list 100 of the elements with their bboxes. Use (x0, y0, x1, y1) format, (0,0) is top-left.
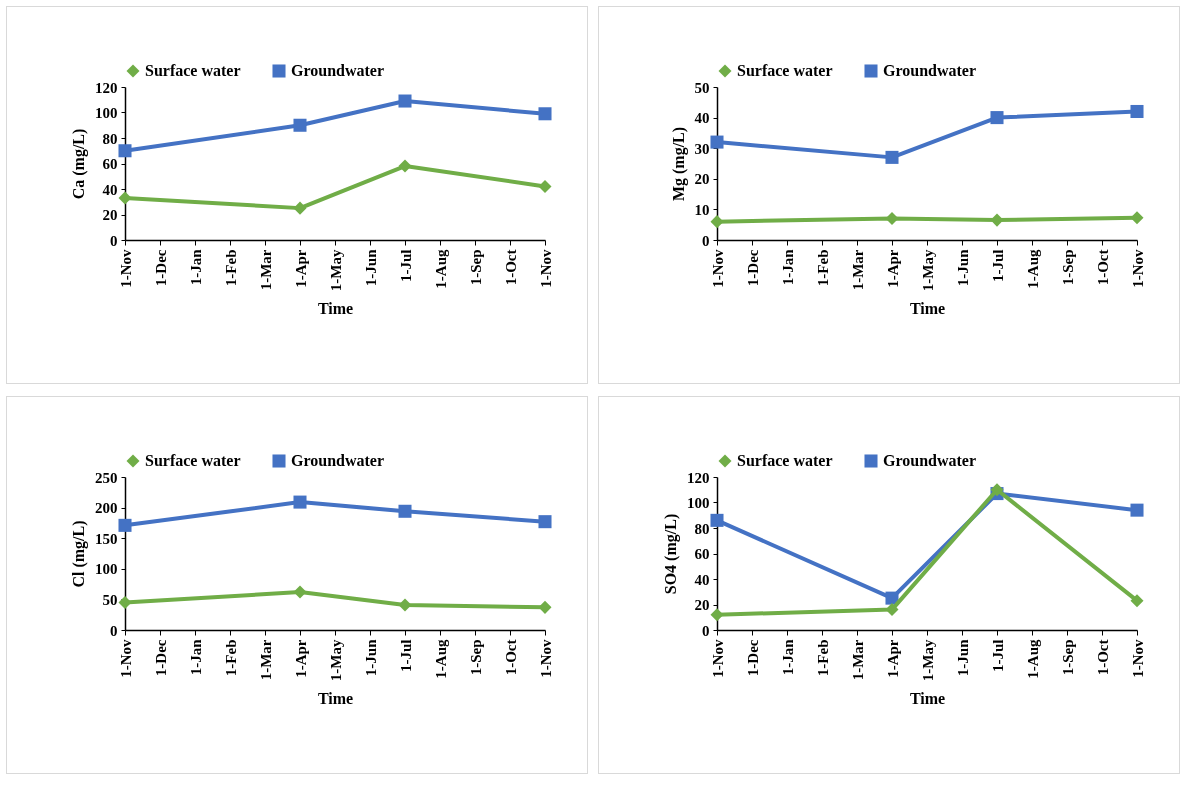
x-tick-label: 1-Jan (187, 248, 204, 286)
y-tick-label: 0 (110, 232, 118, 249)
y-tick-label: 100 (95, 561, 118, 578)
point (293, 495, 307, 509)
x-tick-label: 1-Mar (849, 249, 866, 291)
x-tick-label: 1-Feb (814, 639, 831, 677)
point (118, 144, 132, 158)
x-tick-label: 1-Aug (1024, 249, 1041, 289)
point (885, 150, 899, 164)
x-tick-label: 1-Nov (709, 639, 726, 678)
x-axis-title: Time (909, 300, 946, 318)
y-axis-title: Ca (mg/L) (70, 128, 88, 200)
point (1130, 104, 1144, 118)
x-tick-label: 1-Jun (954, 638, 971, 677)
x-tick-label: 1-Nov (537, 249, 554, 288)
legend-label: Groundwater (291, 62, 385, 79)
y-tick-label: 120 (687, 469, 710, 486)
legend-label: Surface water (737, 62, 833, 79)
x-tick-label: 1-Jun (362, 638, 379, 677)
legend-label: Groundwater (883, 62, 977, 79)
x-tick-label: 1-Nov (117, 639, 134, 678)
legend-label: Surface water (145, 62, 241, 79)
x-tick-label: 1-Dec (744, 249, 761, 287)
x-tick-label: 1-Jul (397, 639, 414, 673)
point (990, 483, 1004, 497)
y-tick-label: 10 (694, 201, 710, 218)
x-tick-label: 1-May (919, 639, 936, 682)
x-tick-label: 1-May (327, 249, 344, 292)
y-tick-label: 20 (102, 207, 118, 223)
point (398, 94, 412, 108)
y-tick-label: 50 (694, 79, 710, 96)
x-tick-label: 1-Nov (709, 249, 726, 288)
x-tick-label: 1-Dec (152, 639, 169, 677)
x-tick-label: 1-Sep (467, 639, 484, 676)
y-tick-label: 0 (702, 232, 710, 249)
point (990, 111, 1004, 125)
x-axis-title: Time (317, 690, 354, 708)
point (710, 608, 724, 622)
x-tick-label: 1-Jul (989, 639, 1006, 673)
x-axis-title: Time (909, 690, 946, 708)
y-tick-label: 0 (110, 622, 118, 639)
point (293, 201, 307, 215)
x-tick-label: 1-Aug (432, 249, 449, 289)
x-tick-label: 1-Jan (779, 638, 796, 676)
legend-label: Surface water (737, 452, 833, 469)
y-tick-label: 60 (102, 156, 118, 172)
y-tick-label: 30 (694, 140, 710, 157)
point (538, 107, 552, 121)
x-tick-label: 1-Oct (1094, 249, 1111, 286)
x-tick-label: 1-Jul (397, 249, 414, 283)
legend-label: Groundwater (291, 452, 385, 469)
point (118, 518, 132, 532)
point (710, 513, 724, 527)
point (1130, 594, 1144, 608)
y-tick-label: 80 (694, 520, 710, 537)
x-tick-label: 1-May (327, 639, 344, 682)
legend-label: Groundwater (883, 452, 977, 469)
x-tick-label: 1-Oct (502, 639, 519, 676)
point (710, 215, 724, 229)
x-tick-label: 1-Apr (292, 249, 309, 288)
x-tick-label: 1-Nov (537, 639, 554, 678)
point (885, 212, 899, 226)
y-tick-label: 40 (694, 110, 710, 127)
x-tick-label: 1-Feb (222, 639, 239, 677)
point (538, 515, 552, 529)
x-tick-label: 1-Sep (1059, 639, 1076, 676)
x-tick-label: 1-Jan (187, 638, 204, 676)
y-tick-label: 50 (102, 591, 118, 608)
y-tick-label: 0 (702, 622, 710, 639)
x-tick-label: 1-Apr (292, 639, 309, 678)
y-tick-label: 250 (95, 469, 118, 486)
y-tick-label: 120 (95, 79, 118, 96)
point (538, 179, 552, 193)
y-tick-label: 60 (694, 546, 710, 562)
x-axis-title: Time (317, 300, 354, 318)
point (293, 585, 307, 599)
x-tick-label: 1-Dec (744, 639, 761, 677)
x-tick-label: 1-May (919, 249, 936, 292)
legend-label: Surface water (145, 452, 241, 469)
y-tick-label: 40 (694, 571, 710, 588)
y-tick-label: 40 (102, 181, 118, 198)
point (710, 135, 724, 149)
x-tick-label: 1-Sep (1059, 249, 1076, 286)
x-tick-label: 1-Jun (362, 248, 379, 287)
x-tick-label: 1-Aug (432, 639, 449, 679)
x-tick-label: 1-Mar (257, 249, 274, 291)
point (398, 504, 412, 518)
x-tick-label: 1-Mar (849, 639, 866, 681)
x-tick-label: 1-Nov (1129, 249, 1146, 288)
y-tick-label: 20 (694, 171, 710, 188)
x-tick-label: 1-Oct (1094, 639, 1111, 676)
y-tick-label: 100 (95, 105, 118, 121)
y-axis-title: Mg (mg/L) (669, 126, 688, 202)
x-tick-label: 1-Mar (257, 639, 274, 681)
x-tick-label: 1-Feb (814, 249, 831, 287)
x-tick-label: 1-Apr (884, 249, 901, 288)
x-tick-label: 1-Aug (1024, 639, 1041, 679)
point (118, 191, 132, 205)
y-tick-label: 200 (95, 500, 118, 517)
x-tick-label: 1-Sep (467, 249, 484, 286)
